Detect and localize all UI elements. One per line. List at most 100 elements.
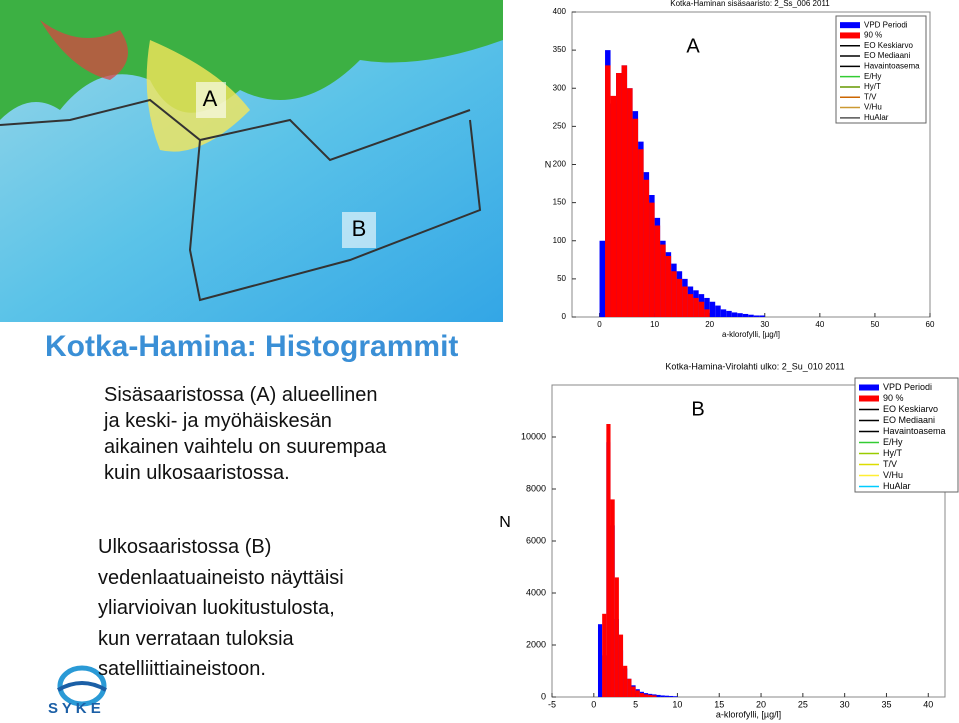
legend-label: EO Mediaani: [883, 415, 935, 425]
x-tick-label: 10: [672, 699, 682, 709]
text-line: aikainen vaihtelu on suurempaa: [104, 436, 387, 458]
y-tick-label: 10000: [521, 431, 546, 441]
paragraph: Sisäsaaristossa (A) alueellinen ja keski-…: [104, 382, 386, 486]
y-tick-label: 300: [553, 83, 567, 92]
text-line: Ulkosaaristossa (B): [98, 536, 272, 558]
histogram-bar: [649, 202, 655, 317]
x-tick-label: 20: [756, 699, 766, 709]
legend-label: V/Hu: [864, 103, 882, 112]
map-label: A: [203, 86, 218, 111]
x-tick-label: 15: [714, 699, 724, 709]
text-line: satelliittiaineistoon.: [98, 658, 266, 680]
x-tick-label: 40: [923, 699, 933, 709]
histogram-bar: [748, 314, 754, 317]
histogram-bar: [660, 695, 665, 697]
histogram-bar: [652, 695, 657, 697]
logo-mark: [56, 665, 108, 707]
x-tick-label: 50: [870, 320, 879, 329]
legend-label: VPD Periodi: [864, 20, 908, 29]
legend-label: T/V: [883, 459, 897, 469]
x-tick-label: 60: [926, 320, 935, 329]
histogram-bar: [709, 301, 716, 317]
x-tick-label: 30: [840, 699, 850, 709]
logo-text: S Y K E: [48, 700, 101, 717]
y-axis-label: N: [545, 159, 552, 169]
histogram-bar: [610, 499, 615, 697]
map: A B: [0, 0, 503, 322]
histogram-bar: [638, 149, 644, 317]
x-tick-label: 30: [760, 320, 769, 329]
x-tick-label: 10: [650, 320, 659, 329]
legend-label: V/Hu: [883, 470, 903, 480]
legend-label: 90 %: [883, 393, 904, 403]
legend-label: EO Keskiarvo: [883, 404, 938, 414]
y-tick-label: 150: [553, 198, 567, 207]
text-line: yliarvioivan luokitustulosta,: [98, 597, 335, 619]
y-axis-label: N: [499, 514, 511, 531]
y-tick-label: 400: [553, 7, 567, 16]
histogram-bar: [614, 577, 619, 697]
histogram-bar: [687, 294, 694, 317]
text-line: kuin ulkosaaristossa.: [104, 462, 290, 484]
legend-label: EO Keskiarvo: [864, 41, 913, 50]
legend-label: Havaintoasema: [864, 61, 920, 70]
legend-label: Hy/T: [864, 82, 881, 91]
y-tick-label: 250: [553, 121, 567, 130]
histogram-bar: [618, 634, 624, 697]
histogram-bar: [639, 693, 644, 697]
text-line: kun verrataan tuloksia: [98, 627, 294, 650]
y-tick-label: 200: [553, 160, 567, 169]
histogram-bar: [643, 179, 650, 317]
map-label: B: [352, 216, 367, 241]
histogram-bar: [597, 624, 603, 697]
y-tick-label: 4000: [526, 587, 546, 597]
x-tick-label: 0: [597, 320, 602, 329]
legend-swatch: [840, 22, 860, 29]
legend-label: T/V: [864, 92, 877, 101]
histogram-bar: [759, 315, 765, 317]
histogram-bar: [704, 297, 710, 317]
legend-label: 90 %: [864, 31, 882, 40]
histogram-bar: [673, 696, 678, 697]
y-tick-label: 0: [541, 691, 546, 701]
y-tick-label: 350: [553, 45, 567, 54]
chart-title: Kotka-Hamina-Virolahti ulko: 2_Su_010 20…: [665, 361, 844, 371]
histogram-bar: [632, 118, 639, 317]
x-axis-label: a-klorofylli, [µg/l]: [716, 709, 781, 719]
histogram-bar: [599, 240, 606, 317]
histogram-bar: [720, 309, 727, 317]
histogram-bar: [602, 613, 607, 697]
histogram-bar: [669, 695, 674, 697]
legend-label: HuAlar: [864, 113, 889, 122]
text-line: Sisäsaaristossa (A) alueellinen: [104, 384, 378, 406]
histogram-bar: [627, 678, 632, 697]
histogram-bar: [643, 694, 649, 697]
histogram-bar: [635, 690, 640, 697]
y-tick-label: 2000: [526, 639, 546, 649]
legend-label: HuAlar: [883, 481, 911, 491]
histogram-bar: [698, 301, 705, 317]
histogram-bar: [737, 313, 743, 317]
y-tick-label: 100: [553, 236, 567, 245]
legend-label: E/Hy: [864, 72, 881, 81]
x-axis-label: a-klorofylli, [µg/l]: [722, 330, 780, 339]
histogram-bar: [742, 313, 749, 317]
panel-label: B: [691, 398, 704, 420]
x-tick-label: 35: [881, 699, 891, 709]
legend-label: EO Mediaani: [864, 51, 910, 60]
histogram-bar: [654, 225, 661, 317]
x-tick-label: -5: [548, 699, 556, 709]
histogram-bar: [616, 73, 622, 317]
histogram-bar: [606, 424, 611, 697]
histogram-bar: [704, 309, 710, 317]
histogram-chart: Kotka-Hamina-Virolahti ulko: 2_Su_010 20…: [499, 361, 959, 719]
histogram-bar: [753, 315, 760, 317]
histogram-bar: [731, 312, 738, 317]
slide-title: Kotka-Hamina: Histogrammit: [45, 330, 459, 363]
y-tick-label: 8000: [526, 483, 546, 493]
histogram-bar: [631, 686, 636, 697]
legend-label: Havaintoasema: [883, 426, 946, 436]
legend-label: Hy/T: [883, 448, 903, 458]
